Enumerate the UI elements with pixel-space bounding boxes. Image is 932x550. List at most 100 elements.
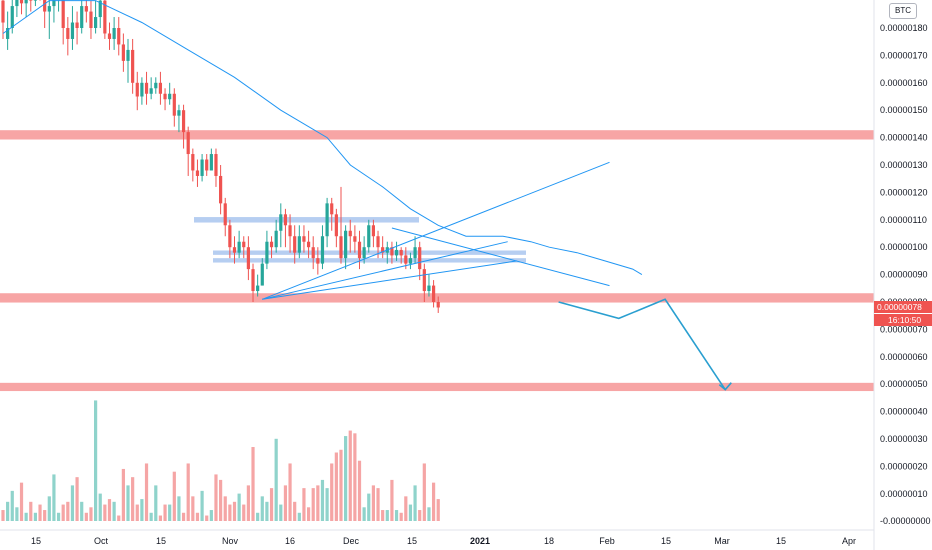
volume-bar-34: [158, 515, 163, 521]
candle-body-36: [168, 93, 172, 100]
candle-body-60: [279, 214, 283, 231]
candle-body-2: [10, 6, 14, 28]
countdown-label: 16:10:50: [874, 314, 932, 326]
volume-bar-21: [98, 493, 102, 521]
price-axis[interactable]: 0.00000180 0.00000170 0.00000160 0.00000150…: [873, 0, 931, 550]
x-tick-label-0: 15: [31, 536, 41, 546]
volume-bar-24: [112, 501, 116, 521]
volume-bar-20: [94, 400, 98, 521]
x-tick-label-4: 16: [285, 536, 295, 546]
candle-body-90: [418, 247, 422, 270]
candle-body-73: [339, 236, 343, 259]
candle-body-29: [135, 82, 139, 97]
candle-body-17: [80, 6, 84, 28]
candle-body-1: [6, 28, 10, 39]
candle-body-6: [29, 0, 33, 1]
candle-body-84: [390, 247, 394, 256]
y-tick-label-2: 0.00000160: [880, 78, 928, 88]
candle-body-13: [61, 0, 65, 28]
candle-body-86: [399, 249, 403, 256]
trendline-upper-a: [262, 161, 610, 300]
y-tick-label-5: 0.00000130: [880, 160, 928, 170]
volume-bar-43: [200, 490, 204, 521]
volume-bar-80: [371, 485, 375, 521]
candle-body-55: [256, 285, 260, 292]
candle-body-61: [283, 214, 288, 226]
candle-body-50: [232, 247, 237, 253]
volume-bar-26: [121, 468, 125, 521]
x-tick-label-12: 15: [776, 536, 786, 546]
candle-body-43: [200, 159, 204, 176]
y-tick-label-1: 0.00000170: [880, 50, 928, 60]
candle-body-34: [158, 82, 163, 94]
x-tick-label-11: Mar: [714, 536, 730, 546]
volume-bar-4: [19, 482, 24, 521]
candle-body-68: [316, 258, 320, 264]
candle-body-79: [367, 225, 371, 248]
volume-bar-48: [223, 496, 227, 521]
y-tick-label-16: 0.00000020: [880, 461, 928, 471]
volume-bar-14: [66, 501, 70, 521]
volume-bar-28: [131, 477, 135, 521]
volume-bar-62: [288, 463, 292, 521]
volume-bar-86: [399, 512, 403, 521]
volume-bar-9: [43, 510, 47, 521]
candle-body-28: [131, 49, 135, 83]
volume-bar-1: [6, 501, 10, 521]
candle-body-85: [394, 249, 399, 256]
volume-bar-39: [181, 512, 186, 521]
volume-bar-56: [260, 496, 264, 521]
candle-body-11: [52, 0, 56, 7]
volume-bar-74: [344, 436, 348, 521]
currency-badge[interactable]: BTC: [889, 3, 917, 19]
volume-bar-67: [311, 488, 315, 521]
resistance-zone-2: [0, 382, 874, 392]
candle-body-77: [357, 241, 362, 259]
volume-bar-63: [293, 501, 297, 521]
volume-bar-94: [436, 499, 440, 521]
last-price-label: 0.00000078: [874, 301, 932, 313]
y-tick-label-17: 0.00000010: [880, 489, 928, 499]
candle-body-20: [94, 17, 98, 28]
candle-body-71: [330, 203, 334, 215]
y-tick-label-0: 0.00000180: [880, 23, 928, 33]
candle-body-16: [75, 22, 79, 28]
candle-body-49: [228, 225, 232, 248]
volume-bar-60: [279, 504, 283, 521]
candle-body-82: [381, 247, 385, 253]
time-axis[interactable]: 15 Oct 15 Nov 16 Dec 15 2021 18 Feb 15 Mar 15 Apr: [0, 529, 874, 546]
candle-body-45: [209, 154, 213, 171]
volume-bar-16: [75, 477, 79, 521]
volume-bar-15: [70, 485, 75, 521]
volume-bar-53: [246, 485, 250, 521]
x-tick-label-13: Apr: [842, 536, 856, 546]
candle-body-54: [251, 269, 255, 292]
candles-layer: [1, 0, 440, 313]
volume-bar-92: [427, 507, 431, 521]
volume-bar-78: [362, 507, 366, 521]
volume-bar-47: [219, 479, 223, 521]
volume-bar-22: [103, 504, 107, 521]
volume-bar-40: [186, 463, 190, 521]
trendline-desc: [391, 227, 610, 287]
volume-bar-70: [325, 488, 329, 521]
candle-body-7: [33, 0, 38, 1]
volume-bar-5: [24, 512, 28, 521]
volume-bar-55: [256, 512, 260, 521]
candle-body-87: [404, 255, 408, 264]
candle-body-56: [260, 263, 264, 286]
volume-bar-51: [237, 493, 241, 521]
x-tick-label-2: 15: [156, 536, 166, 546]
candle-body-25: [117, 28, 121, 45]
volume-bar-42: [195, 512, 200, 521]
candle-body-26: [121, 44, 125, 61]
candle-body-72: [334, 214, 338, 237]
volume-bar-0: [1, 510, 5, 521]
y-tick-label-9: 0.00000090: [880, 270, 928, 280]
range-zone-0: [194, 217, 419, 223]
volume-bar-29: [135, 504, 139, 521]
volume-bar-72: [334, 452, 338, 521]
volume-bar-46: [214, 474, 218, 521]
candle-body-93: [431, 285, 436, 302]
